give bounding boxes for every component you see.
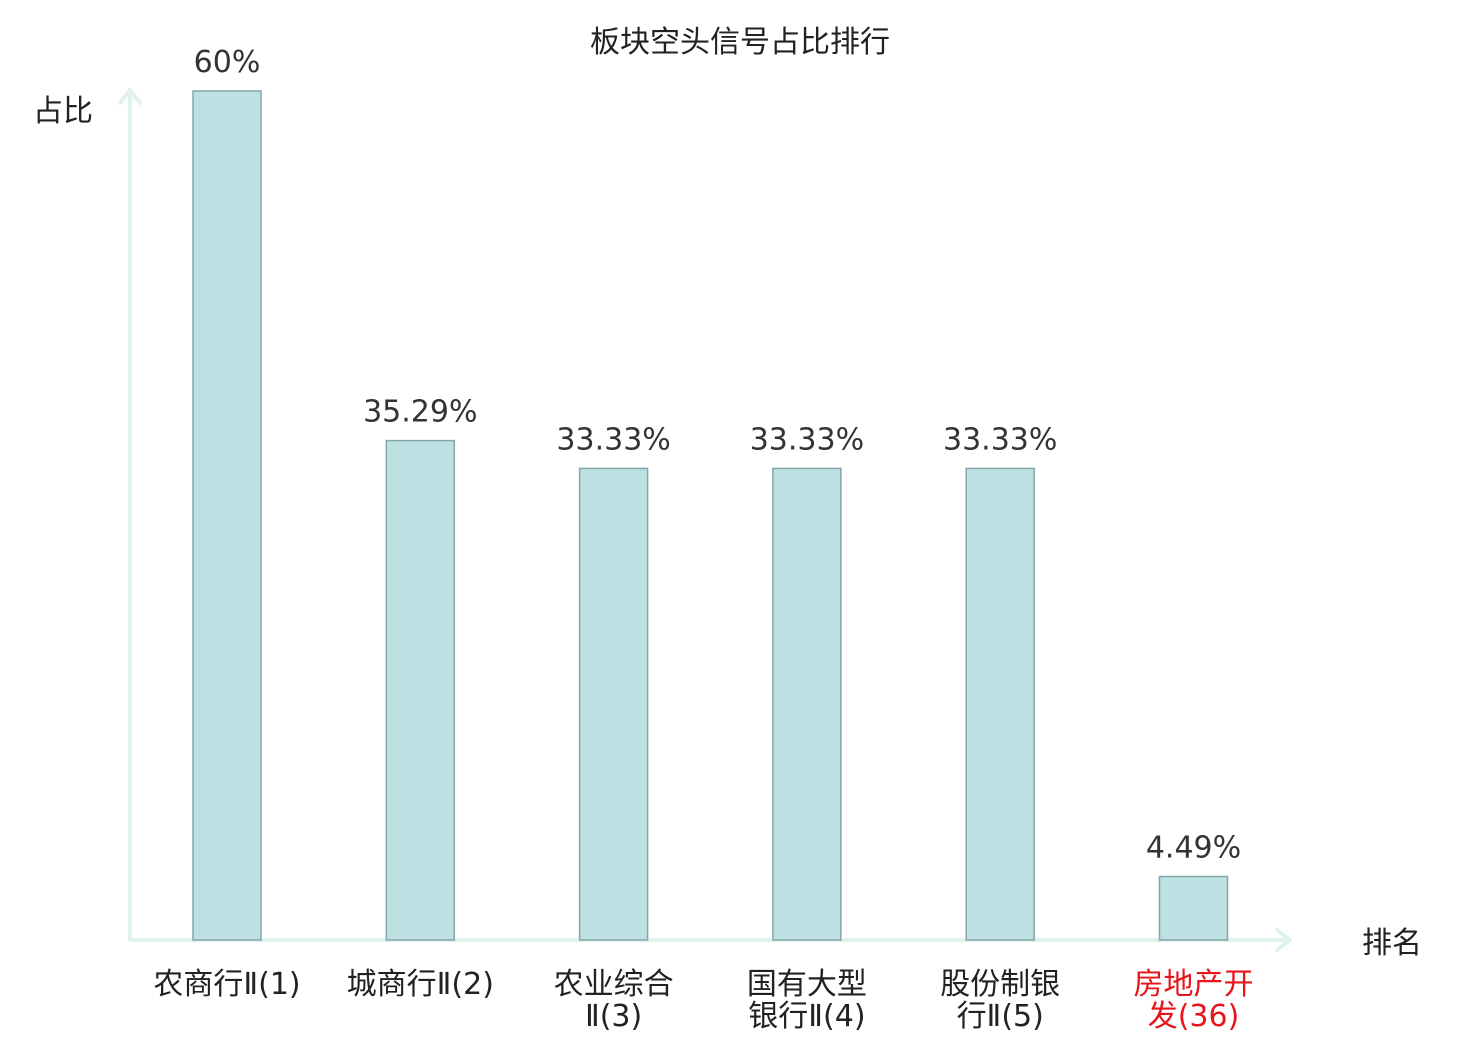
x-tick-label: Ⅱ(3) — [585, 999, 642, 1034]
data-label: 35.29% — [363, 395, 477, 430]
value-labels: 60% 35.29% 33.33% 33.33% 33.33% 4.49% — [194, 45, 1242, 866]
x-tick-label: 国有大型 — [747, 967, 867, 1002]
x-tick-label: 农业综合 — [554, 967, 674, 1002]
x-axis-label: 排名 — [1362, 926, 1422, 961]
x-tick-label: 股份制银 — [940, 967, 1060, 1002]
bar — [385, 439, 456, 941]
bar-series — [192, 90, 1229, 941]
x-tick-label: 城商行Ⅱ(2) — [347, 967, 494, 1002]
bar — [965, 467, 1035, 941]
bar — [1158, 875, 1229, 941]
chart-title: 板块空头信号占比排行 — [590, 25, 890, 60]
axes — [118, 88, 1292, 952]
x-tick-label: 银行Ⅱ(4) — [748, 999, 865, 1034]
bar — [578, 467, 649, 941]
x-axis-arrow — [1275, 928, 1292, 952]
bar — [192, 90, 262, 941]
data-label: 4.49% — [1146, 831, 1241, 866]
bar — [772, 467, 842, 941]
x-tick-label: 行Ⅱ(5) — [957, 999, 1044, 1034]
y-axis-label: 占比 — [33, 94, 93, 129]
x-tick-label: 发(36) — [1148, 999, 1240, 1034]
data-label: 33.33% — [750, 422, 864, 457]
data-label: 60% — [194, 45, 261, 80]
data-label: 33.33% — [943, 422, 1057, 457]
x-tick-label: 房地产开 — [1134, 967, 1254, 1002]
x-tick-label: 农商行Ⅱ(1) — [153, 967, 300, 1002]
data-label: 33.33% — [556, 422, 670, 457]
